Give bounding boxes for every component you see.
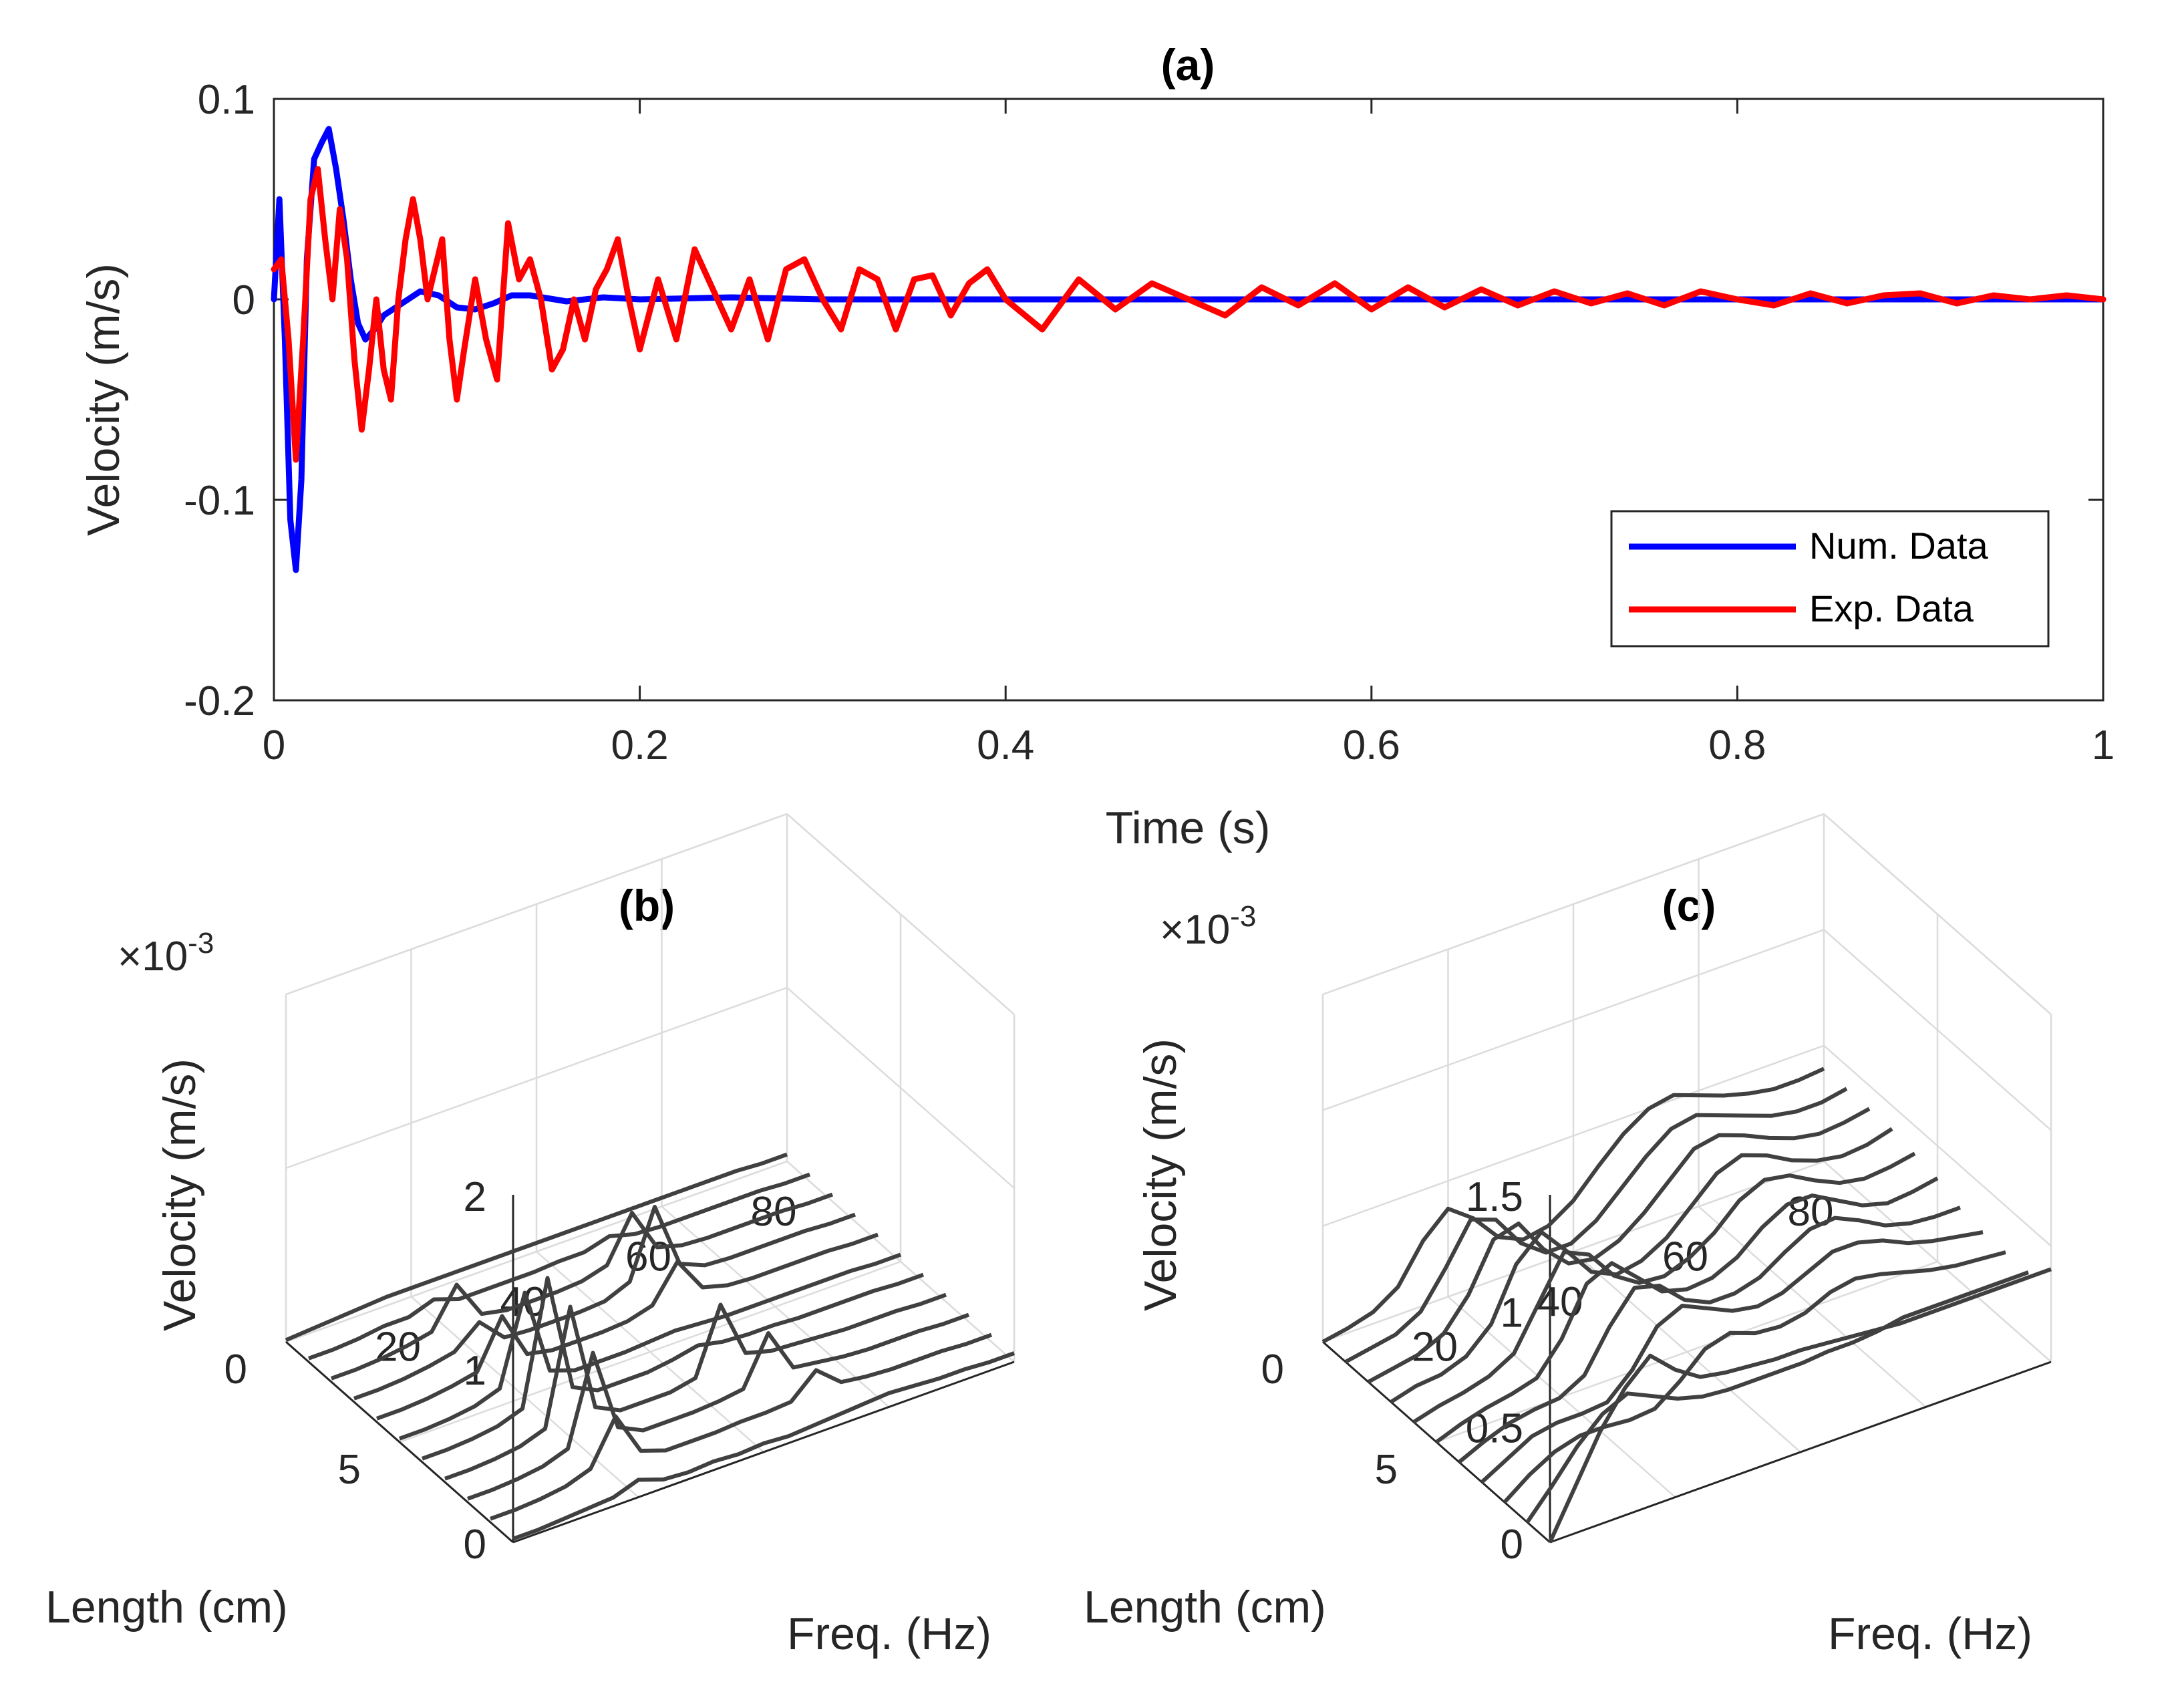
chart-b-zscale: ×10-3 [118,927,214,980]
waterfall-series-line [1321,1067,1825,1344]
x-tick-label: 1 [2092,722,2115,768]
grid-line [285,813,788,996]
chart-a-title: (a) [1161,40,1215,90]
legend-num-label: Num. Data [1809,525,1988,567]
y-axis-line [285,1340,514,1544]
chart-a-series [271,126,2107,573]
x-tick-label: 20 [375,1324,421,1371]
chart-b-series [285,1152,1016,1541]
panel-a: (a) 0 0.2 0.4 0.6 0.8 1-0.2-0.100.1 Time (s) … [78,40,2115,853]
y-tick-label: 0 [224,1347,247,1393]
chart-c-xlabel: Freq. (Hz) [1828,1608,2032,1659]
waterfall-series-line [444,1292,947,1481]
chart-c-zscale-base: ×10 [1160,907,1230,953]
waterfall-series-line [1344,1087,1848,1364]
waterfall-series-line [1435,1176,1939,1444]
chart-c-grid [1321,813,2052,1544]
waterfall-series-line [307,1172,811,1361]
waterfall-series-line [1367,1107,1871,1384]
x-tick-label: 0.6 [1343,722,1400,768]
grid-line [1436,1260,1938,1443]
z-tick-label: 0 [464,1522,486,1568]
chart-b-ylabel: Length (cm) [45,1582,288,1633]
waterfall-series-line [466,1312,970,1501]
chart-a-legend: Num. Data Exp. Data [1610,510,2050,648]
waterfall-series-line [421,1272,925,1461]
waterfall-series-line [285,1152,788,1342]
x-tick-label: 40 [1537,1279,1583,1325]
z-tick-label: 0.5 [1466,1406,1523,1452]
waterfall-series-line [1390,1127,1893,1404]
waterfall-series-line [512,1351,1016,1541]
waterfall-series-line [1458,1206,1962,1464]
y-tick-label: 0 [232,277,255,323]
waterfall-series-line [375,1232,879,1421]
chart-b-zscale-exp: -3 [188,927,214,960]
z-tick-label: 2 [464,1174,486,1220]
waterfall-series-line [398,1252,902,1441]
grid-line [285,1160,788,1343]
series-exp-data-line [271,166,2107,463]
y-tick-label: 5 [338,1447,361,1493]
waterfall-series-line [1480,1230,1984,1484]
y-tick-label: 0 [1261,1347,1284,1393]
waterfall-series-line [1525,1270,2030,1524]
chart-b-title: (b) [619,881,675,930]
x-tick-label: 0.2 [611,722,668,768]
chart-c-series [1321,1067,2052,1544]
chart-c-title: (c) [1662,881,1716,930]
x-axis-line [1549,1361,2052,1544]
chart-c-zscale-exp: -3 [1230,900,1256,933]
z-tick-label: 0 [1501,1522,1523,1568]
z-tick-label: 1.5 [1466,1174,1523,1220]
grid-line [1322,813,1825,996]
grid-line [399,1260,901,1443]
waterfall-series-line [489,1332,993,1521]
y-tick-label: -0.1 [184,478,255,524]
waterfall-series-line [1548,1267,2052,1544]
x-axis-line [512,1361,1015,1544]
chart-a-ylabel: Velocity (m/s) [78,263,129,536]
y-tick-label: -0.2 [184,678,255,724]
waterfall-series-line [330,1192,834,1381]
waterfall-series-line [1412,1151,1916,1424]
x-tick-label: 0.8 [1708,722,1766,768]
chart-c-ylabel: Length (cm) [1084,1582,1326,1633]
y-tick-label: 0.1 [198,77,255,123]
chart-c-zscale: ×10-3 [1160,900,1256,953]
x-tick-label: 0 [263,722,285,768]
waterfall-series-line [353,1205,856,1401]
x-tick-label: 20 [1412,1324,1458,1371]
y-tick-label: 5 [1375,1447,1398,1493]
chart-a-ticks: 0 0.2 0.4 0.6 0.8 1 -0.2 -0.1 0 0.1 [184,77,2115,768]
chart-a-xlabel: Time (s) [1106,803,1271,853]
legend-exp-label: Exp. Data [1809,587,1974,629]
waterfall-series-line [1503,1250,2006,1504]
chart-a-legend-box [1610,510,2050,648]
chart-b-zscale-base: ×10 [118,934,188,980]
chart-b-zlabel: Velocity (m/s) [154,1058,205,1331]
chart-c-zlabel: Velocity (m/s) [1135,1038,1186,1311]
grid-line [786,813,1015,1015]
x-tick-label: 0.4 [977,722,1034,768]
grid-line [1823,813,2052,1015]
chart-b-xlabel: Freq. (Hz) [787,1608,991,1659]
